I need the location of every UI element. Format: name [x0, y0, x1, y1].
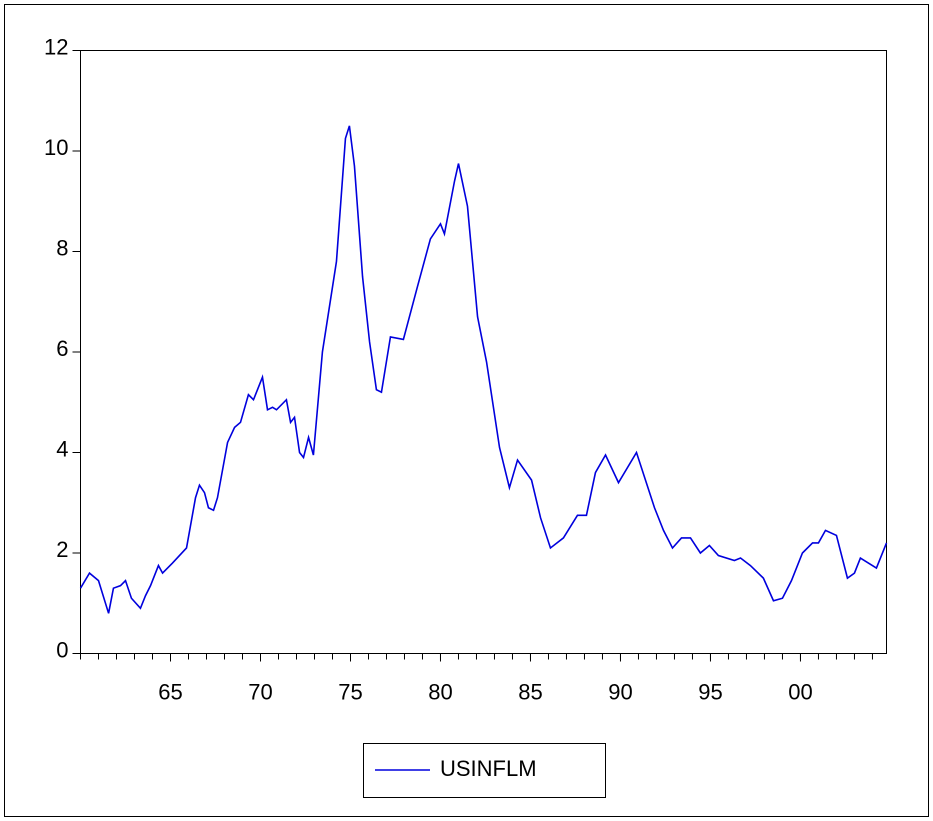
x-tick-label: 85 — [518, 679, 542, 704]
y-tick-label: 0 — [56, 637, 68, 662]
x-tick-label: 70 — [248, 679, 272, 704]
frame — [4, 4, 929, 817]
y-tick-label: 8 — [56, 235, 68, 260]
y-tick-label: 10 — [44, 135, 68, 160]
data-line — [79, 125, 888, 614]
x-tick-label: 80 — [428, 679, 452, 704]
y-tick-label: 6 — [56, 336, 68, 361]
legend-label: USINFLM — [440, 756, 537, 781]
x-tick-label: 00 — [788, 679, 812, 704]
x-tick-label: 90 — [608, 679, 632, 704]
x-tick-label: 75 — [338, 679, 362, 704]
x-tick-label: 95 — [698, 679, 722, 704]
plot-area — [80, 50, 887, 654]
y-tick-label: 2 — [56, 537, 68, 562]
x-tick-label: 65 — [158, 679, 182, 704]
y-tick-label: 4 — [56, 436, 68, 461]
y-tick-label: 12 — [44, 34, 68, 59]
